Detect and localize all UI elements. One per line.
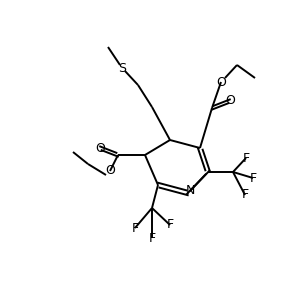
Text: O: O: [105, 164, 115, 177]
Text: O: O: [225, 94, 235, 107]
Text: F: F: [148, 232, 155, 245]
Text: F: F: [166, 219, 173, 232]
Text: F: F: [131, 221, 139, 234]
Text: O: O: [216, 75, 226, 88]
Text: F: F: [242, 189, 249, 202]
Text: O: O: [95, 141, 105, 154]
Text: F: F: [242, 151, 250, 164]
Text: N: N: [185, 185, 195, 198]
Text: F: F: [249, 171, 257, 185]
Text: S: S: [118, 62, 126, 75]
